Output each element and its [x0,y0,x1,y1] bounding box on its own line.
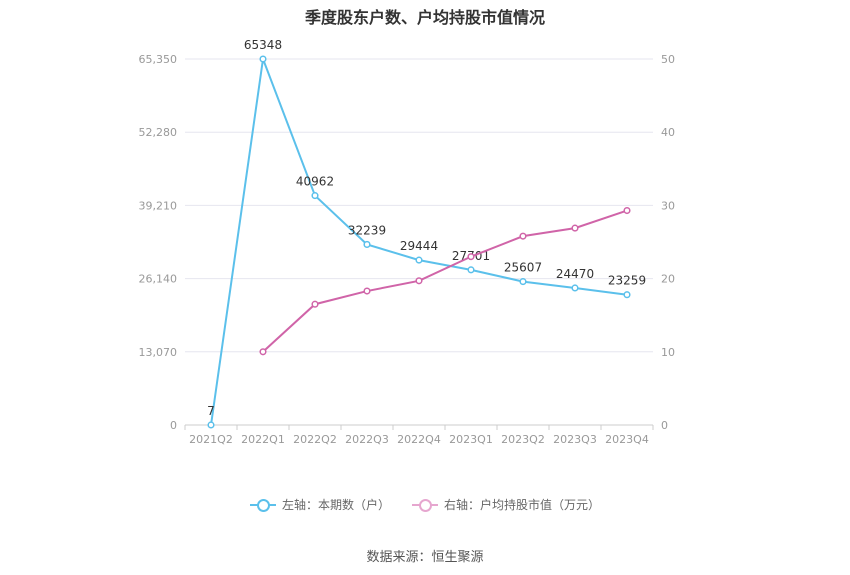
data-point-0[interactable] [363,240,371,248]
data-point-0[interactable] [519,278,527,286]
data-label: 32239 [348,223,386,237]
x-tick-label: 2023Q3 [553,433,597,446]
data-label: 29444 [400,239,438,253]
legend-swatch-avg-value [412,498,438,512]
x-tick-label: 2023Q2 [501,433,545,446]
data-point-0[interactable] [207,421,215,429]
legend-swatch-holders [249,498,276,512]
legend-label-holders: 左轴：本期数（户） [281,498,390,512]
x-tick-label: 2022Q1 [241,433,285,446]
x-tick-label: 2023Q4 [605,433,649,446]
data-point-0[interactable] [415,256,423,264]
legend-item-holders[interactable]: 左轴：本期数（户） [249,496,390,513]
data-point-1[interactable] [623,206,631,215]
left-tick-label: 0 [170,419,177,432]
series-line-1 [262,209,628,353]
data-point-1[interactable] [363,287,371,295]
data-point-1[interactable] [415,277,423,285]
data-label: 25607 [504,261,542,275]
x-tick-label: 2022Q3 [345,433,389,446]
data-label: 40962 [296,175,334,189]
x-tick-label: 2021Q2 [189,433,233,446]
data-point-1[interactable] [259,348,267,356]
data-label: 65348 [244,38,282,52]
right-tick-label: 40 [661,126,675,139]
x-tick-label: 2022Q2 [293,433,337,446]
left-tick-label: 39,210 [139,199,178,212]
legend: 左轴：本期数（户） 右轴：户均持股市值（万元） [0,496,850,513]
series-layer: 7653484096232239294442770125607244702325… [207,38,646,429]
data-point-1[interactable] [519,232,527,240]
data-point-0[interactable] [467,266,475,274]
data-point-1[interactable] [311,300,319,308]
legend-item-avg-value[interactable]: 右轴：户均持股市值（万元） [412,496,600,513]
data-point-0[interactable] [571,284,579,292]
data-point-1[interactable] [571,224,579,232]
data-label: 7 [207,404,215,418]
data-point-1[interactable] [467,253,475,261]
data-label: 24470 [556,267,594,281]
right-tick-label: 20 [661,273,675,286]
right-tick-label: 50 [661,53,675,66]
data-point-0[interactable] [259,55,267,63]
source-note: 数据来源：恒生聚源 [366,550,484,565]
data-label: 23259 [608,274,646,288]
right-tick-label: 10 [661,346,675,359]
legend-label-avg-value: 右轴：户均持股市值（万元） [444,498,601,512]
x-tick-label: 2023Q1 [449,433,493,446]
left-tick-label: 13,070 [139,346,178,359]
right-tick-label: 30 [661,199,675,212]
data-point-0[interactable] [311,192,319,200]
left-tick-label: 52,280 [139,126,178,139]
data-point-0[interactable] [623,291,631,299]
right-tick-label: 0 [661,419,668,432]
right-axis-ticks: 0 10 20 30 40 50 [661,53,675,432]
x-axis: 2021Q2 2022Q1 2022Q2 2022Q3 2022Q4 2023Q1 2023… [184,425,654,446]
left-axis-ticks: 0 13,070 26,140 39,210 52,280 65,350 [139,53,178,432]
left-tick-label: 26,140 [139,273,178,286]
chart-title: 季度股东户数、户均持股市值情况 [304,8,545,27]
x-tick-label: 2022Q4 [397,433,441,446]
left-tick-label: 65,350 [139,53,178,66]
